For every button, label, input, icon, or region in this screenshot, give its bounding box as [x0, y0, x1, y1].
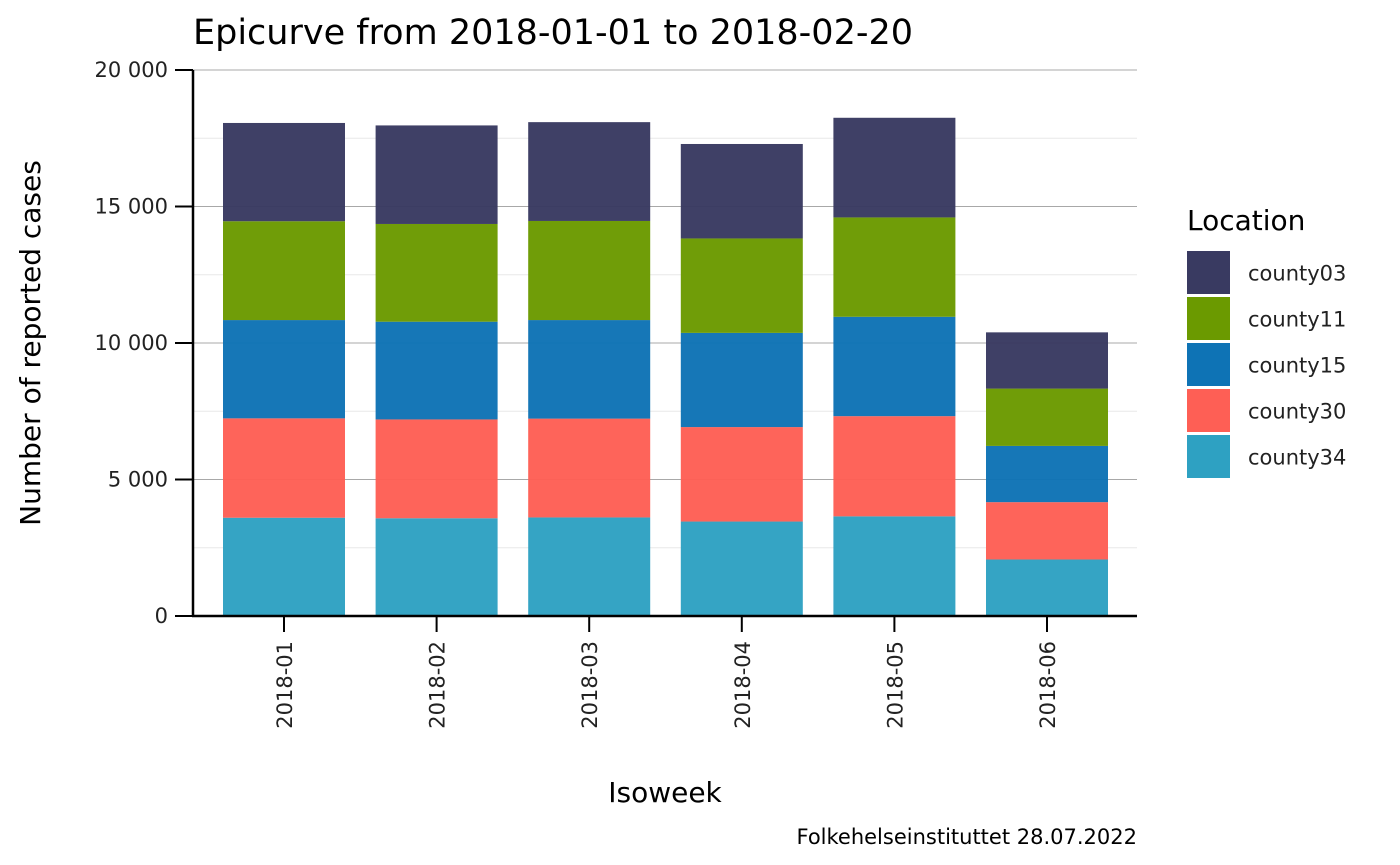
bar-segment-county30-2018-02 [375, 419, 498, 519]
bar-segment-county34-2018-06 [986, 559, 1108, 616]
legend-swatch-county15 [1187, 343, 1230, 386]
legend-swatch-county34 [1187, 435, 1230, 478]
legend-label-county15: county15 [1248, 354, 1346, 378]
bar-segment-county15-2018-02 [375, 321, 498, 420]
bar-segment-county34-2018-05 [833, 516, 956, 616]
caption: Folkehelseinstituttet 28.07.2022 [796, 825, 1137, 849]
legend-swatch-county03 [1187, 251, 1230, 294]
bar-segment-county11-2018-04 [680, 238, 803, 333]
bar-segment-county34-2018-01 [223, 517, 345, 616]
bar-segment-county15-2018-06 [986, 445, 1108, 503]
bar-segment-county34-2018-04 [680, 521, 803, 616]
x-axis-title: Isoweek [608, 776, 722, 809]
legend-label-county34: county34 [1248, 446, 1346, 470]
bar-segment-county15-2018-03 [528, 320, 651, 419]
bar-segment-county03-2018-05 [833, 117, 956, 218]
bar-segment-county11-2018-01 [223, 221, 345, 321]
axes: 0 5 000 10 000 15 000 20 000 2018-01 2018-02 20… [95, 58, 1137, 729]
bar-segment-county30-2018-05 [833, 416, 956, 517]
bar-segment-county30-2018-03 [528, 418, 651, 518]
legend: Location county03 county11 county15 county3… [1187, 204, 1346, 478]
legend-swatch-county30 [1187, 389, 1230, 432]
y-tick-label: 15 000 [95, 195, 168, 219]
x-tick-label: 2018-03 [578, 641, 602, 729]
bar-segment-county15-2018-04 [680, 332, 803, 428]
bar-segment-county03-2018-06 [986, 332, 1108, 389]
legend-swatch-county11 [1187, 297, 1230, 340]
x-tick-label: 2018-06 [1036, 641, 1060, 729]
bar-segment-county30-2018-01 [223, 418, 345, 518]
gridlines [193, 69, 1137, 549]
y-tick-label: 10 000 [95, 331, 168, 355]
bar-segment-county15-2018-05 [833, 316, 956, 417]
bar-segment-county30-2018-04 [680, 427, 803, 522]
legend-label-county30: county30 [1248, 400, 1346, 424]
x-tick-label: 2018-04 [731, 641, 755, 729]
y-tick-label: 20 000 [95, 58, 168, 82]
bars [223, 117, 1108, 616]
y-tick-label: 5 000 [108, 468, 168, 492]
bar-segment-county11-2018-05 [833, 217, 956, 317]
bar-segment-county34-2018-03 [528, 517, 651, 616]
bar-segment-county30-2018-06 [986, 502, 1108, 560]
legend-label-county11: county11 [1248, 308, 1346, 332]
legend-label-county03: county03 [1248, 262, 1346, 286]
bar-segment-county15-2018-01 [223, 320, 345, 419]
y-tick-label: 0 [155, 604, 168, 628]
bar-segment-county11-2018-02 [375, 223, 498, 322]
bar-segment-county03-2018-02 [375, 125, 498, 224]
x-tick-label: 2018-02 [426, 641, 450, 729]
chart-title: Epicurve from 2018-01-01 to 2018-02-20 [193, 13, 913, 53]
bar-segment-county34-2018-02 [375, 518, 498, 616]
bar-segment-county03-2018-03 [528, 122, 651, 221]
bar-segment-county11-2018-06 [986, 388, 1108, 446]
y-axis-title: Number of reported cases [14, 160, 47, 526]
bar-segment-county11-2018-03 [528, 220, 651, 321]
x-tick-label: 2018-01 [273, 641, 297, 729]
bar-segment-county03-2018-01 [223, 122, 345, 222]
legend-title: Location [1187, 204, 1305, 237]
bar-segment-county03-2018-04 [680, 143, 803, 239]
x-tick-label: 2018-05 [883, 641, 907, 729]
